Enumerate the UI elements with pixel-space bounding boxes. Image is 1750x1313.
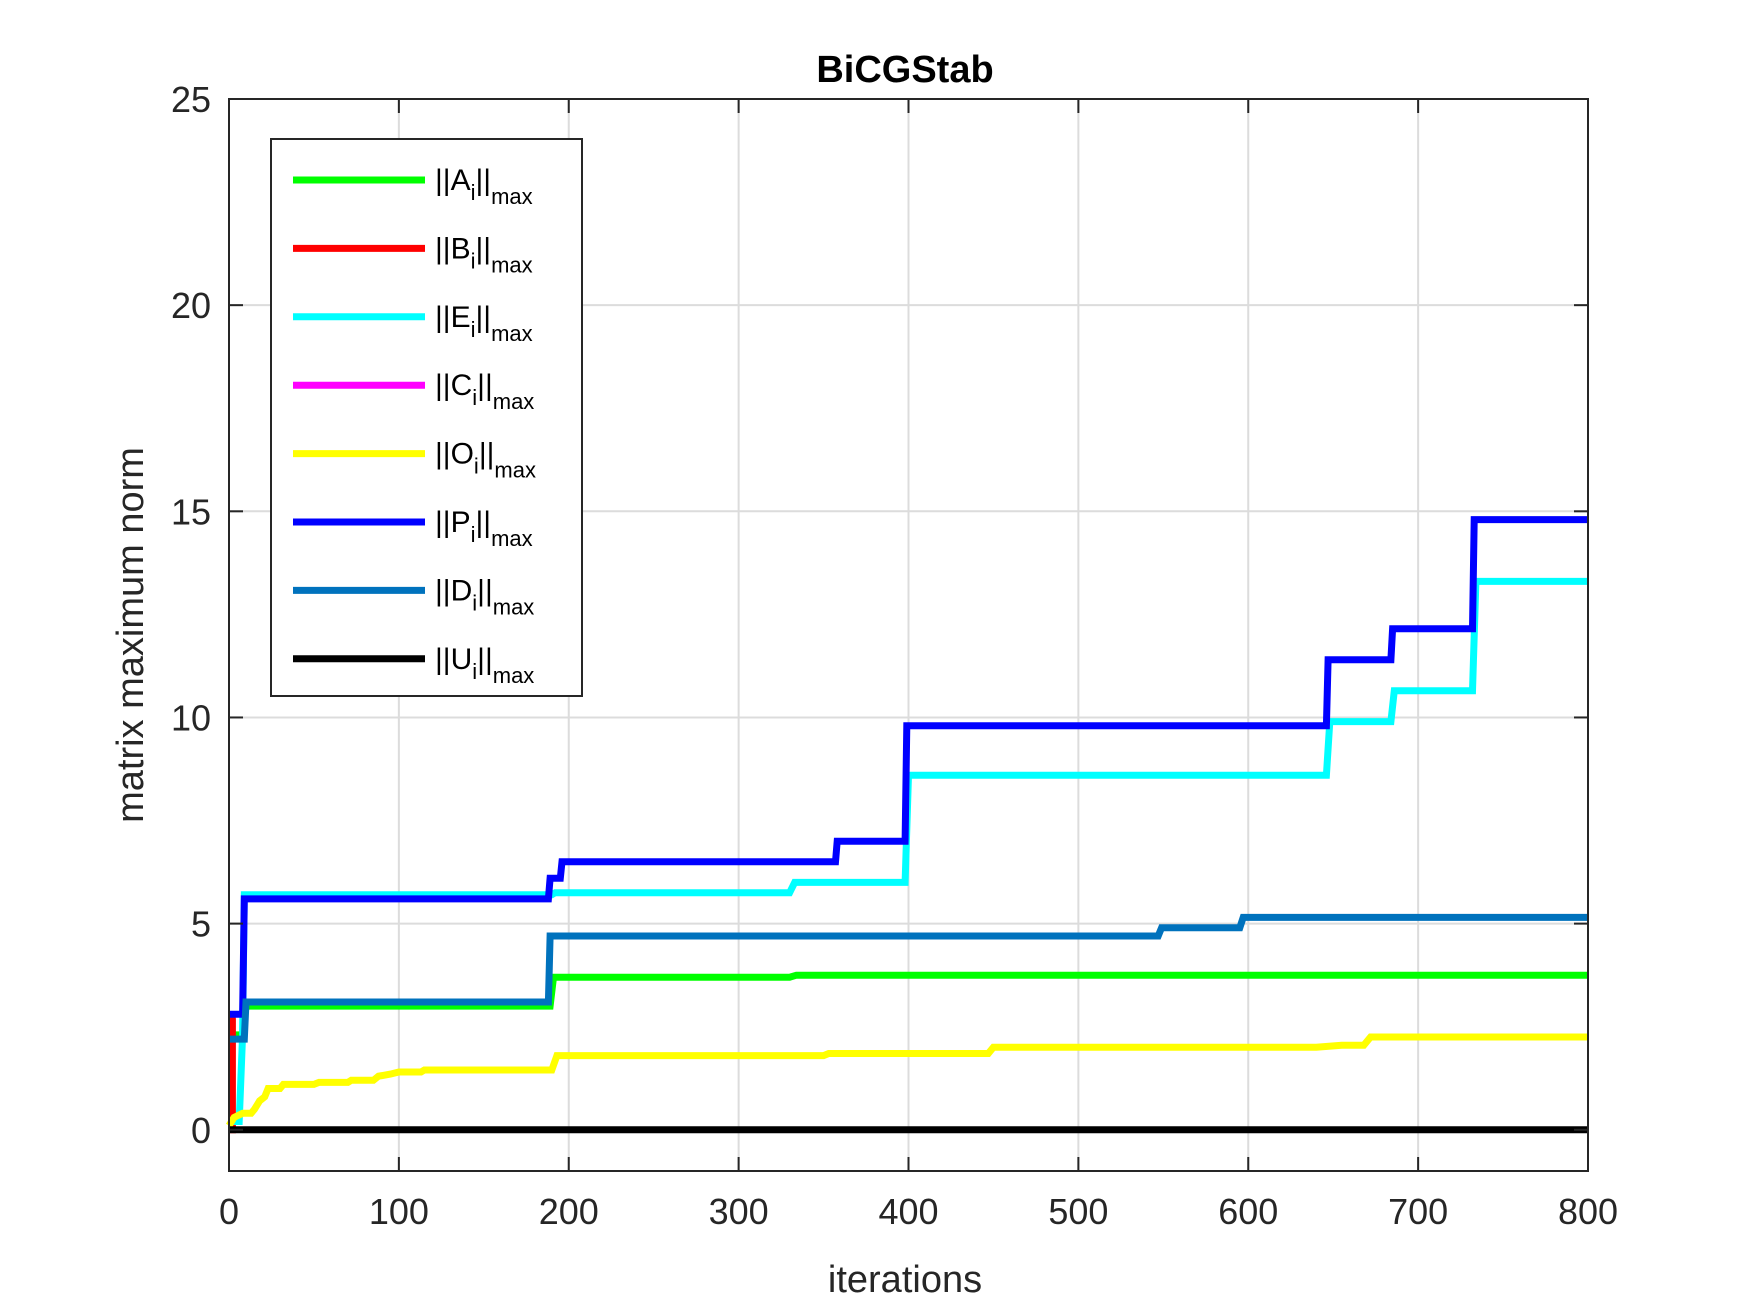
x-axis-label: iterations — [828, 1259, 982, 1301]
x-tick-label: 0 — [219, 1191, 239, 1232]
legend-label-part: || — [477, 574, 493, 607]
legend-label-part: i — [474, 454, 479, 479]
legend-label: ||Ui||max — [435, 643, 534, 688]
legend-item-5: ||Pi||max — [293, 506, 533, 551]
legend-label-part: max — [493, 389, 535, 414]
legend-label-part: max — [493, 594, 535, 619]
y-tick-label: 25 — [171, 79, 211, 120]
legend-label-part: ||P — [435, 506, 471, 539]
x-tick-label: 800 — [1558, 1191, 1618, 1232]
series-line-6 — [229, 913, 1588, 1043]
x-tick-label: 400 — [878, 1191, 938, 1232]
series-line-5 — [229, 516, 1588, 1018]
y-axis-label: matrix maximum norm — [110, 447, 152, 823]
legend-label-part: ||D — [435, 574, 472, 607]
legend-label-part: || — [476, 506, 492, 539]
legend-label-part: i — [471, 180, 476, 205]
series-line-4 — [226, 1033, 1588, 1128]
legend-label-part: max — [491, 321, 533, 346]
legend: ||Ai||max||Bi||max||Ei||max||Ci||max||Oi… — [270, 138, 583, 697]
chart-title: BiCGStab — [816, 49, 993, 91]
x-tick-label: 300 — [709, 1191, 769, 1232]
x-tick-label: 500 — [1048, 1191, 1108, 1232]
legend-label-part: ||A — [435, 164, 471, 197]
series-line-1 — [228, 1014, 236, 1134]
legend-label: ||Ci||max — [435, 369, 534, 414]
legend-label: ||Di||max — [435, 574, 534, 619]
legend-label-part: ||B — [435, 232, 471, 265]
legend-label-part: || — [476, 164, 492, 197]
x-tick-label: 100 — [369, 1191, 429, 1232]
legend-label-part: || — [477, 643, 493, 676]
legend-label: ||Oi||max — [435, 438, 536, 483]
legend-label-part: i — [472, 659, 477, 684]
legend-label-part: i — [472, 385, 477, 410]
legend-box — [270, 138, 583, 697]
legend-label-part: i — [471, 317, 476, 342]
x-tick-label: 700 — [1388, 1191, 1448, 1232]
y-tick-label: 15 — [171, 491, 211, 532]
legend-label: ||Ai||max — [435, 164, 533, 209]
legend-label-part: max — [494, 458, 536, 483]
legend-label-part: i — [472, 590, 477, 615]
legend-label-part: || — [476, 301, 492, 334]
legend-label: ||Pi||max — [435, 506, 533, 551]
legend-label-part: ||U — [435, 643, 472, 676]
legend-item-2: ||Ei||max — [293, 301, 533, 346]
y-tick-label: 20 — [171, 285, 211, 326]
legend-label: ||Bi||max — [435, 232, 533, 277]
legend-label-part: ||O — [435, 438, 474, 471]
legend-item-1: ||Bi||max — [293, 232, 533, 277]
legend-item-6: ||Di||max — [293, 574, 534, 619]
legend-label-part: i — [471, 522, 476, 547]
x-tick-label: 600 — [1218, 1191, 1278, 1232]
legend-label-part: ||C — [435, 369, 472, 402]
y-tick-label: 0 — [191, 1110, 211, 1151]
legend-label-part: max — [491, 252, 533, 277]
y-tick-label: 10 — [171, 697, 211, 738]
legend-label-part: || — [476, 232, 492, 265]
legend-label-part: i — [471, 248, 476, 273]
legend-label-part: || — [479, 438, 495, 471]
legend-item-0: ||Ai||max — [293, 164, 533, 209]
legend-label-part: || — [477, 369, 493, 402]
plot-area: 0 100 200 300 400 500 600 700 8000510152025||Ai|… — [171, 79, 1618, 1232]
legend-label-part: max — [491, 526, 533, 551]
legend-item-3: ||Ci||max — [293, 369, 534, 414]
legend-item-7: ||Ui||max — [293, 643, 534, 688]
legend-label-part: max — [491, 184, 533, 209]
y-tick-label: 5 — [191, 904, 211, 945]
legend-label-part: ||E — [435, 301, 471, 334]
legend-item-4: ||Oi||max — [293, 438, 536, 483]
legend-label-part: max — [493, 663, 535, 688]
x-tick-label: 200 — [539, 1191, 599, 1232]
legend-label: ||Ei||max — [435, 301, 533, 346]
